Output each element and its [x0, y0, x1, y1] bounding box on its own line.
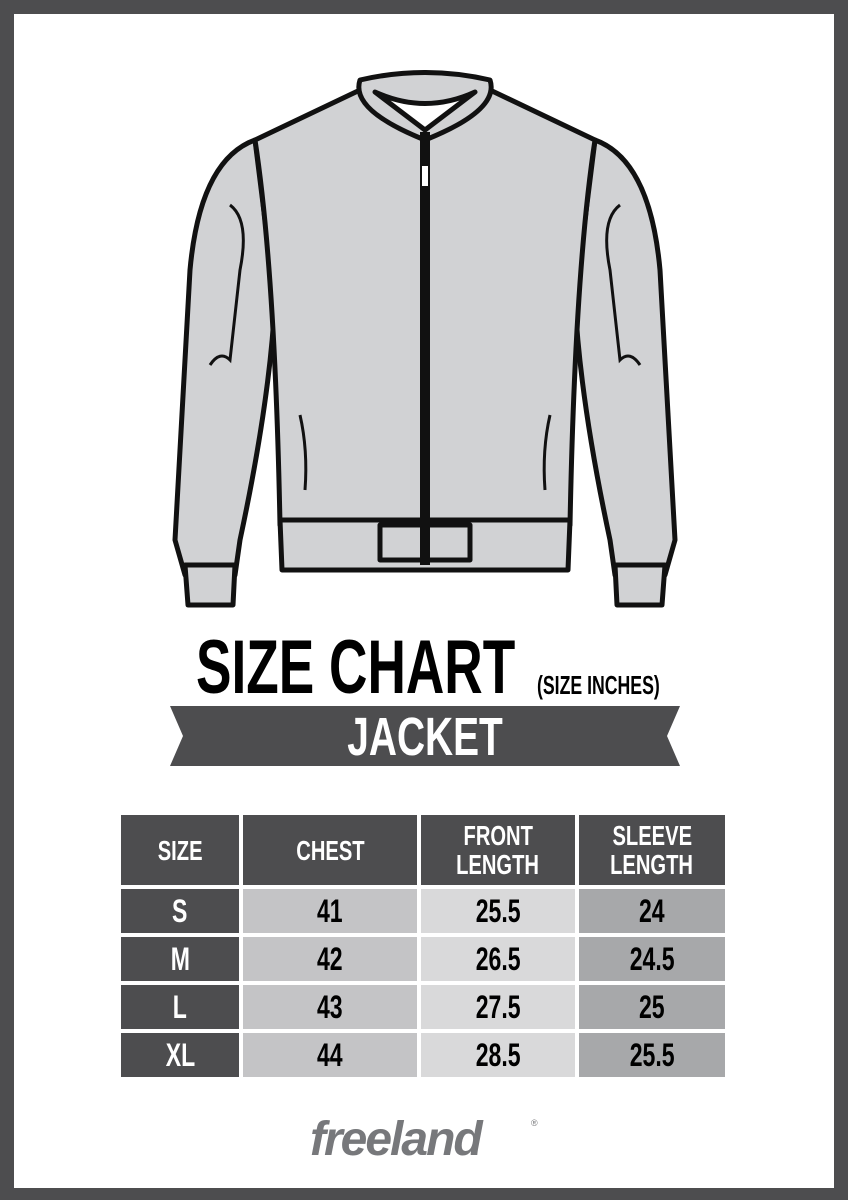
registered-mark: ®	[531, 1118, 538, 1128]
cell-sleeve-length: 24	[579, 889, 725, 933]
cell-size: S	[121, 889, 239, 933]
size-table: SIZE CHEST FRONT LENGTH SLEEVE LENGTH S 41…	[117, 811, 729, 1081]
header-front-length: FRONT LENGTH	[421, 815, 575, 885]
cell-size: XL	[121, 1033, 239, 1077]
cell-chest: 44	[243, 1033, 417, 1077]
cell-front-length: 26.5	[421, 937, 575, 981]
title-main: SIZE CHART	[196, 625, 516, 710]
cell-sleeve-length: 24.5	[579, 937, 725, 981]
table-row: XL 44 28.5 25.5	[121, 1033, 725, 1077]
freeland-logo: freeland	[310, 1113, 483, 1166]
cell-chest: 41	[243, 889, 417, 933]
cell-chest: 42	[243, 937, 417, 981]
jacket-illustration	[172, 70, 678, 608]
header-chest: CHEST	[243, 815, 417, 885]
table-row: M 42 26.5 24.5	[121, 937, 725, 981]
product-banner: JACKET	[170, 706, 680, 767]
title-unit-note: (SIZE INCHES)	[537, 670, 660, 700]
cell-size: L	[121, 985, 239, 1029]
header-size: SIZE	[121, 815, 239, 885]
banner-label: JACKET	[347, 707, 503, 767]
cell-front-length: 28.5	[421, 1033, 575, 1077]
table-row: L 43 27.5 25	[121, 985, 725, 1029]
header-sleeve-length: SLEEVE LENGTH	[579, 815, 725, 885]
cell-sleeve-length: 25.5	[579, 1033, 725, 1077]
cell-front-length: 25.5	[421, 889, 575, 933]
cell-chest: 43	[243, 985, 417, 1029]
table-row: S 41 25.5 24	[121, 889, 725, 933]
cell-sleeve-length: 25	[579, 985, 725, 1029]
cell-front-length: 27.5	[421, 985, 575, 1029]
cell-size: M	[121, 937, 239, 981]
ribbon-shape	[170, 706, 680, 766]
size-chart-title: SIZE CHART (SIZE INCHES)	[0, 628, 848, 708]
table-header-row: SIZE CHEST FRONT LENGTH SLEEVE LENGTH	[121, 815, 725, 885]
